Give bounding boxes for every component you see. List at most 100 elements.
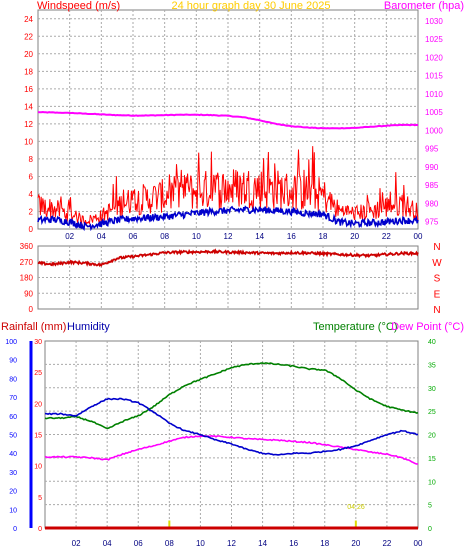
direction-tick-label: 0 [29,305,34,314]
humidity-tick-label: 70 [9,395,17,402]
direction-series [37,248,419,268]
hour-tick-label: 22 [382,232,391,241]
windspeed-tick-label: 8 [29,155,34,164]
wind-direction-line [37,248,419,268]
rainfall-tick-label: 25 [34,370,42,377]
dewpoint-line [44,434,419,465]
windspeed-tick-label: 14 [24,102,33,111]
windspeed-tick-label: 2 [29,207,34,216]
windspeed-tick-label: 12 [24,120,33,129]
rainfall-tick-labels: 0 5 10 15 20 25 30 [34,339,42,533]
humidity-tick-label: 50 [9,433,17,440]
wind-grid [38,10,418,229]
barometer-tick-labels: 975 980 985 990 995 1000 1005 1010 1015 1020 1025 1… [425,17,443,227]
temperature-tick-labels: 0 5 10 15 20 25 30 35 40 [428,339,436,533]
direction-tick-label: 270 [20,258,34,267]
compass-label: E [434,289,441,300]
windspeed-axis-label: Windspeed (m/s) [37,0,120,12]
gust-line [37,146,419,226]
compass-label: N [433,242,440,253]
windspeed-tick-label: 18 [24,67,33,76]
chart-title: 24 hour graph day 30 June 2025 [171,0,330,12]
hour-tick-label: 04 [103,539,112,548]
barometer-tick-label: 1000 [425,126,443,135]
windspeed-tick-label: 16 [24,85,33,94]
hour-tick-label: 10 [192,232,201,241]
barometer-tick-label: 995 [425,145,439,154]
hour-tick-label: 06 [129,232,138,241]
rainfall-tick-label: 5 [38,495,42,502]
temperature-tick-label: 5 [428,503,432,510]
temperature-tick-label: 35 [428,362,436,369]
hour-tick-label: 16 [287,232,296,241]
direction-tick-labels: 0 90 180 270 360 [20,242,34,314]
hour-tick-label: 18 [320,539,329,548]
barometer-tick-label: 1020 [425,53,443,62]
temperature-tick-label: 0 [428,526,432,533]
rainfall-tick-label: 15 [34,433,42,440]
hour-tick-label: 08 [160,232,169,241]
humidity-tick-label: 10 [9,507,17,514]
compass-label: W [432,258,442,269]
direction-grid [38,246,418,309]
humidity-tick-label: 90 [9,358,17,365]
humidity-tick-label: 60 [9,414,17,421]
compass-label: S [434,274,441,285]
hour-tick-label: 00 [414,539,423,548]
temperature-tick-label: 10 [428,479,436,486]
humidity-tick-label: 80 [9,376,17,383]
direction-tick-label: 360 [20,242,34,251]
hour-tick-label: 00 [414,232,423,241]
hour-tick-label: 02 [72,539,81,548]
direction-tick-label: 180 [20,274,34,283]
barometer-tick-label: 980 [425,199,439,208]
temperature-tick-label: 20 [428,433,436,440]
rainfall-tick-label: 30 [34,339,42,346]
hour-tick-label: 08 [165,539,174,548]
direction-tick-label: 90 [24,289,33,298]
hour-tick-label: 14 [255,232,264,241]
windspeed-tick-label: 0 [29,225,34,234]
temperature-series [44,362,419,530]
humidity-tick-label: 100 [5,339,17,346]
barometer-tick-label: 985 [425,181,439,190]
windspeed-tick-label: 22 [24,32,33,41]
compass-label: N [433,305,440,316]
humidity-tick-label: 0 [13,526,17,533]
humidity-tick-label: 20 [9,489,17,496]
barometer-tick-label: 1030 [425,17,443,26]
hour-tick-label: 22 [382,539,391,548]
temperature-tick-label: 15 [428,456,436,463]
hour-tick-label: 10 [196,539,205,548]
hour-tick-label: 02 [65,232,74,241]
wind-series [37,110,419,232]
wind-hour-tick-labels: 02 04 06 08 10 12 14 16 18 20 22 00 [65,232,423,241]
hour-tick-label: 20 [351,539,360,548]
barometer-tick-label: 1025 [425,35,443,44]
hour-tick-label: 06 [134,539,143,548]
barometer-axis-label: Barometer (hpa) [384,0,464,12]
rainfall-tick-label: 20 [34,401,42,408]
temperature-hour-tick-labels: 02 04 06 08 10 12 14 16 18 20 22 00 [72,539,423,548]
humidity-tick-label: 30 [9,470,17,477]
dewpoint-axis-label: Dew Point (°C) [391,321,464,333]
temperature-humidity-panel: 0 10 20 30 40 50 60 70 80 90 100 0 5 10 15 20 25 30 0 5 10… [1,321,464,548]
humidity-line [44,397,419,456]
hour-tick-label: 12 [224,232,233,241]
barometer-tick-label: 1015 [425,72,443,81]
windspeed-tick-label: 10 [24,137,33,146]
barometer-tick-label: 990 [425,163,439,172]
humidity-axis-label: Humidity [67,321,110,333]
barometer-tick-label: 1010 [425,90,443,99]
hour-tick-label: 16 [289,539,298,548]
hour-tick-label: 12 [227,539,236,548]
temperature-tick-label: 40 [428,339,436,346]
windspeed-tick-label: 20 [24,50,33,59]
temperature-line [44,362,419,430]
barometer-tick-label: 1005 [425,108,443,117]
